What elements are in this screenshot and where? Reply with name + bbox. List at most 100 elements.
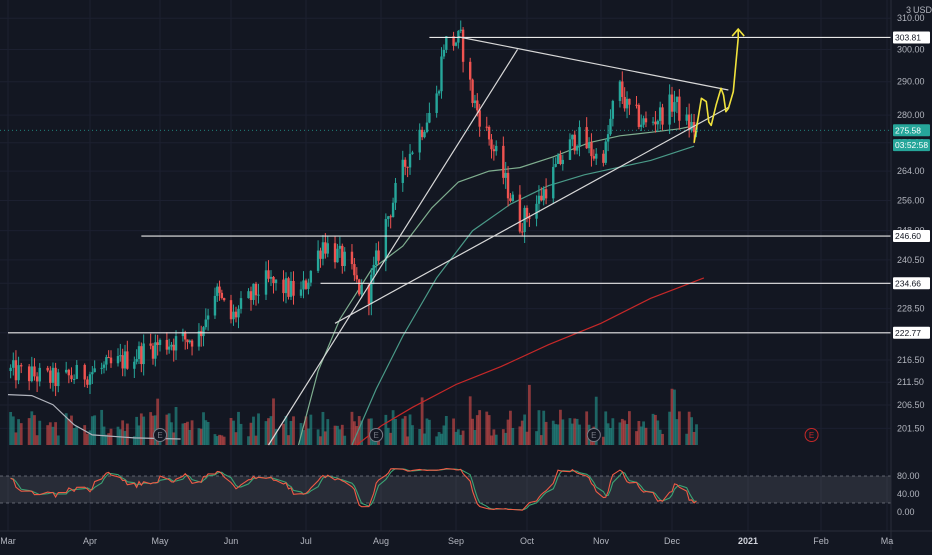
candle-148 xyxy=(509,193,512,203)
earnings-marker-3[interactable]: E xyxy=(804,428,819,442)
volume-bar-38 xyxy=(139,413,143,445)
candle-114 xyxy=(394,177,397,210)
candle-42 xyxy=(154,334,157,367)
candle-101 xyxy=(353,258,356,282)
y-tick-label: 290.00 xyxy=(897,77,925,87)
candle-135 xyxy=(469,57,472,91)
volume-bar-36 xyxy=(135,416,139,445)
candle-36 xyxy=(135,349,138,365)
x-tick-label: Jun xyxy=(224,536,239,546)
trend-line-upper-triangle[interactable] xyxy=(458,36,729,91)
candle-57 xyxy=(202,326,205,347)
candle-151 xyxy=(521,222,524,236)
volume-bar-57 xyxy=(202,412,205,445)
candle-134 xyxy=(461,27,465,73)
price-badge-0[interactable]: 303.81 xyxy=(893,31,930,44)
candle-37 xyxy=(137,341,141,364)
scale-label: 3 xyxy=(906,5,911,15)
x-tick-label: Jul xyxy=(300,536,312,546)
earnings-marker-2[interactable]: E xyxy=(586,428,601,442)
candle-18 xyxy=(72,374,76,384)
candle-66 xyxy=(232,304,235,326)
candle-26 xyxy=(102,361,106,374)
candle-70 xyxy=(247,288,250,299)
candle-38 xyxy=(140,342,143,373)
volume-bar-28 xyxy=(107,433,111,445)
volume-bar-132 xyxy=(456,429,460,445)
volume-bar-138 xyxy=(475,415,479,445)
drawings[interactable] xyxy=(0,27,891,446)
x-tick-label: 2021 xyxy=(738,536,758,546)
volume-bar-17 xyxy=(70,415,73,445)
candle-109 xyxy=(377,241,380,265)
volume-bar-104 xyxy=(360,420,364,445)
candle-3 xyxy=(17,356,20,385)
volume-bar-197 xyxy=(673,389,676,445)
trend-line-lower-triangle[interactable] xyxy=(334,106,729,324)
candle-13 xyxy=(54,362,57,397)
trend-line-steep-uptrend[interactable] xyxy=(267,49,519,446)
candle-77 xyxy=(269,270,273,286)
volume-bar-188 xyxy=(642,421,645,445)
candle-189 xyxy=(644,111,648,128)
volume-bar-163 xyxy=(559,409,562,445)
candle-16 xyxy=(67,368,71,384)
candle-190 xyxy=(651,116,655,126)
candle-15 xyxy=(64,361,68,374)
candle-51 xyxy=(183,330,187,350)
candle-164 xyxy=(561,154,565,171)
stochastic-pane xyxy=(0,468,891,511)
volume-bar-20 xyxy=(83,425,87,445)
candle-72 xyxy=(252,283,255,305)
candle-27 xyxy=(105,354,108,371)
x-tick-label: Apr xyxy=(83,536,97,546)
volume-bar-30 xyxy=(116,426,120,445)
candle-104 xyxy=(360,279,363,299)
candle-180 xyxy=(618,79,622,108)
volume-bar-24 xyxy=(93,415,97,445)
candle-137 xyxy=(473,94,477,109)
candle-25 xyxy=(100,362,103,375)
volume-bar-183 xyxy=(625,424,629,445)
earnings-marker-1[interactable]: E xyxy=(369,428,384,442)
candle-194 xyxy=(661,103,664,131)
candle-4 xyxy=(20,362,23,374)
candle-159 xyxy=(544,178,548,205)
candle-39 xyxy=(142,334,145,376)
volume-bar-131 xyxy=(454,431,458,445)
volume-bar-126 xyxy=(437,432,441,445)
volume-bar-68 xyxy=(237,411,240,445)
price-badge-2[interactable]: 03:52:58 xyxy=(893,139,930,152)
candle-0 xyxy=(9,364,12,379)
candle-32 xyxy=(121,348,124,377)
volume-bar-3 xyxy=(17,419,20,445)
volume-bar-113 xyxy=(391,410,395,445)
candle-129 xyxy=(445,35,448,53)
volume-bar-89 xyxy=(309,414,313,445)
volume-bar-75 xyxy=(264,421,268,445)
volume-bar-45 xyxy=(165,414,169,445)
price-badge-3[interactable]: 246.60 xyxy=(893,230,930,243)
volume-bar-154 xyxy=(527,384,531,445)
price-badge-5[interactable]: 222.77 xyxy=(893,326,930,339)
volume-bar-156 xyxy=(537,410,541,445)
candle-172 xyxy=(590,133,593,167)
price-badge-label: 275.58 xyxy=(895,125,921,135)
price-badge-label: 234.66 xyxy=(895,278,921,288)
volume-bar-177 xyxy=(606,423,610,445)
candle-187 xyxy=(640,114,643,131)
volume-bar-94 xyxy=(326,419,330,445)
price-badge-1[interactable]: 275.58 xyxy=(893,124,930,137)
candle-49 xyxy=(174,330,178,360)
price-badge-4[interactable]: 234.66 xyxy=(893,277,930,290)
volume-bar-79 xyxy=(274,428,278,445)
earnings-marker-0[interactable]: E xyxy=(153,428,167,442)
forecast-path[interactable] xyxy=(693,38,739,143)
stoch-tick-label: 40.00 xyxy=(897,489,920,499)
volume-bar-149 xyxy=(511,427,515,445)
volume-bar-39 xyxy=(142,416,146,445)
